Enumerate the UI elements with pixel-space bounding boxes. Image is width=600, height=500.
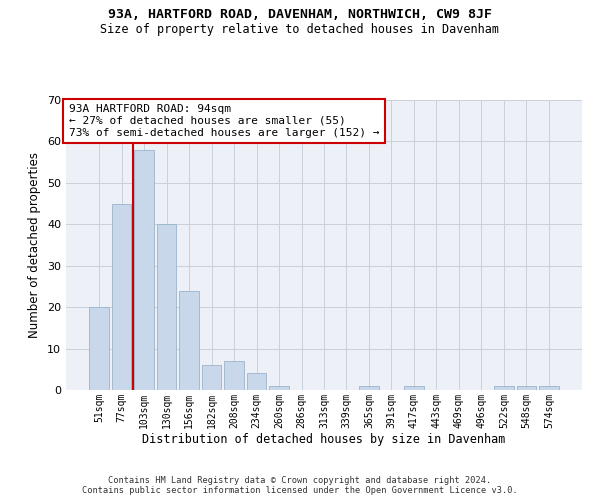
Bar — [539, 386, 559, 390]
Text: 93A HARTFORD ROAD: 94sqm
← 27% of detached houses are smaller (55)
73% of semi-d: 93A HARTFORD ROAD: 94sqm ← 27% of detach… — [68, 104, 379, 138]
Bar — [202, 365, 221, 390]
Bar — [224, 361, 244, 390]
Bar — [359, 386, 379, 390]
Bar — [157, 224, 176, 390]
Bar — [494, 386, 514, 390]
Bar — [179, 290, 199, 390]
Bar — [89, 307, 109, 390]
Bar — [112, 204, 131, 390]
Text: 93A, HARTFORD ROAD, DAVENHAM, NORTHWICH, CW9 8JF: 93A, HARTFORD ROAD, DAVENHAM, NORTHWICH,… — [108, 8, 492, 20]
Text: Size of property relative to detached houses in Davenham: Size of property relative to detached ho… — [101, 22, 499, 36]
Bar — [134, 150, 154, 390]
Y-axis label: Number of detached properties: Number of detached properties — [28, 152, 41, 338]
Bar — [247, 374, 266, 390]
Bar — [517, 386, 536, 390]
Text: Distribution of detached houses by size in Davenham: Distribution of detached houses by size … — [142, 432, 506, 446]
Bar — [269, 386, 289, 390]
Bar — [404, 386, 424, 390]
Text: Contains HM Land Registry data © Crown copyright and database right 2024.
Contai: Contains HM Land Registry data © Crown c… — [82, 476, 518, 495]
